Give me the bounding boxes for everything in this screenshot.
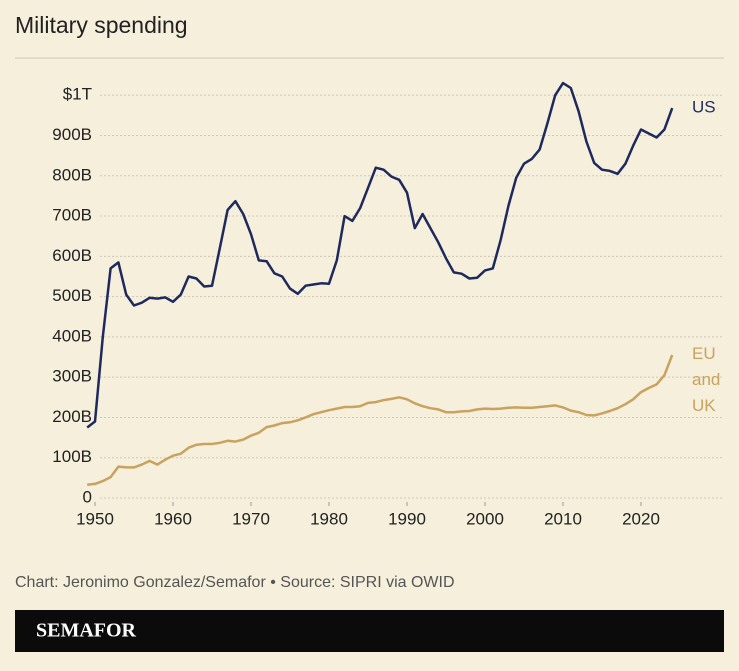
brand-bar [15,610,724,652]
x-tick-label: 1980 [310,509,348,528]
x-tick-label: 2020 [622,509,660,528]
x-tick-label: 1970 [232,509,270,528]
series-label: EU and UK [692,344,725,415]
series-line [87,354,674,486]
source-note: Chart: Jeronimo Gonzalez/Semafor • Sourc… [15,574,455,591]
brand-logo: SEMAFOR [36,620,137,642]
chart-title: Military spending [15,12,188,38]
x-tick-label: 1960 [154,509,192,528]
y-tick-label: 600B [52,246,92,265]
y-tick-label: 700B [52,206,92,225]
series-label: US [692,98,716,117]
x-tick-label: 1990 [388,509,426,528]
y-tick-label: 400B [52,326,92,345]
x-tick-label: 1950 [76,509,114,528]
y-tick-label: 500B [52,286,92,305]
y-tick-label: 0 [83,487,92,506]
y-tick-label: 300B [52,367,92,386]
y-tick-label: 900B [52,125,92,144]
y-tick-label: 100B [52,447,92,466]
y-tick-label: 200B [52,407,92,426]
x-tick-label: 2010 [544,509,582,528]
series-line [86,81,674,429]
x-tick-label: 2000 [466,509,504,528]
y-tick-label: $1T [63,85,92,104]
y-tick-label: 800B [52,165,92,184]
